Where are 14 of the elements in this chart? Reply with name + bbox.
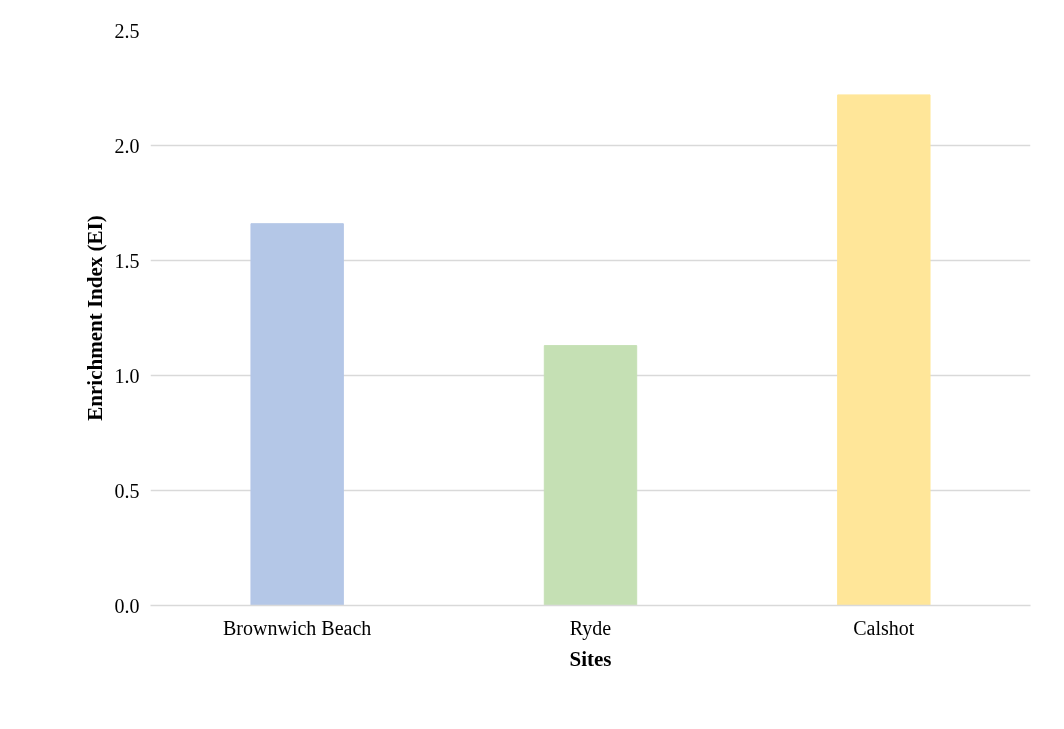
bar: [837, 94, 931, 606]
x-axis-title: Sites: [569, 646, 612, 671]
y-tick-label: 0.5: [114, 479, 140, 502]
x-tick-label: Ryde: [569, 616, 612, 640]
x-tick-label: Calshot: [853, 616, 915, 639]
bar: [250, 223, 344, 606]
bar: [543, 345, 638, 606]
y-tick-label: 0.0: [114, 594, 140, 617]
y-tick-label: 1.5: [114, 249, 140, 272]
x-tick-label: Brownwich Beach: [223, 616, 372, 639]
y-axis-title: Enrichment Index (EI): [82, 215, 107, 421]
y-tick-label: 2.5: [114, 19, 140, 42]
y-tick-label: 2.0: [114, 134, 140, 157]
y-tick-label: 1.0: [114, 364, 140, 387]
